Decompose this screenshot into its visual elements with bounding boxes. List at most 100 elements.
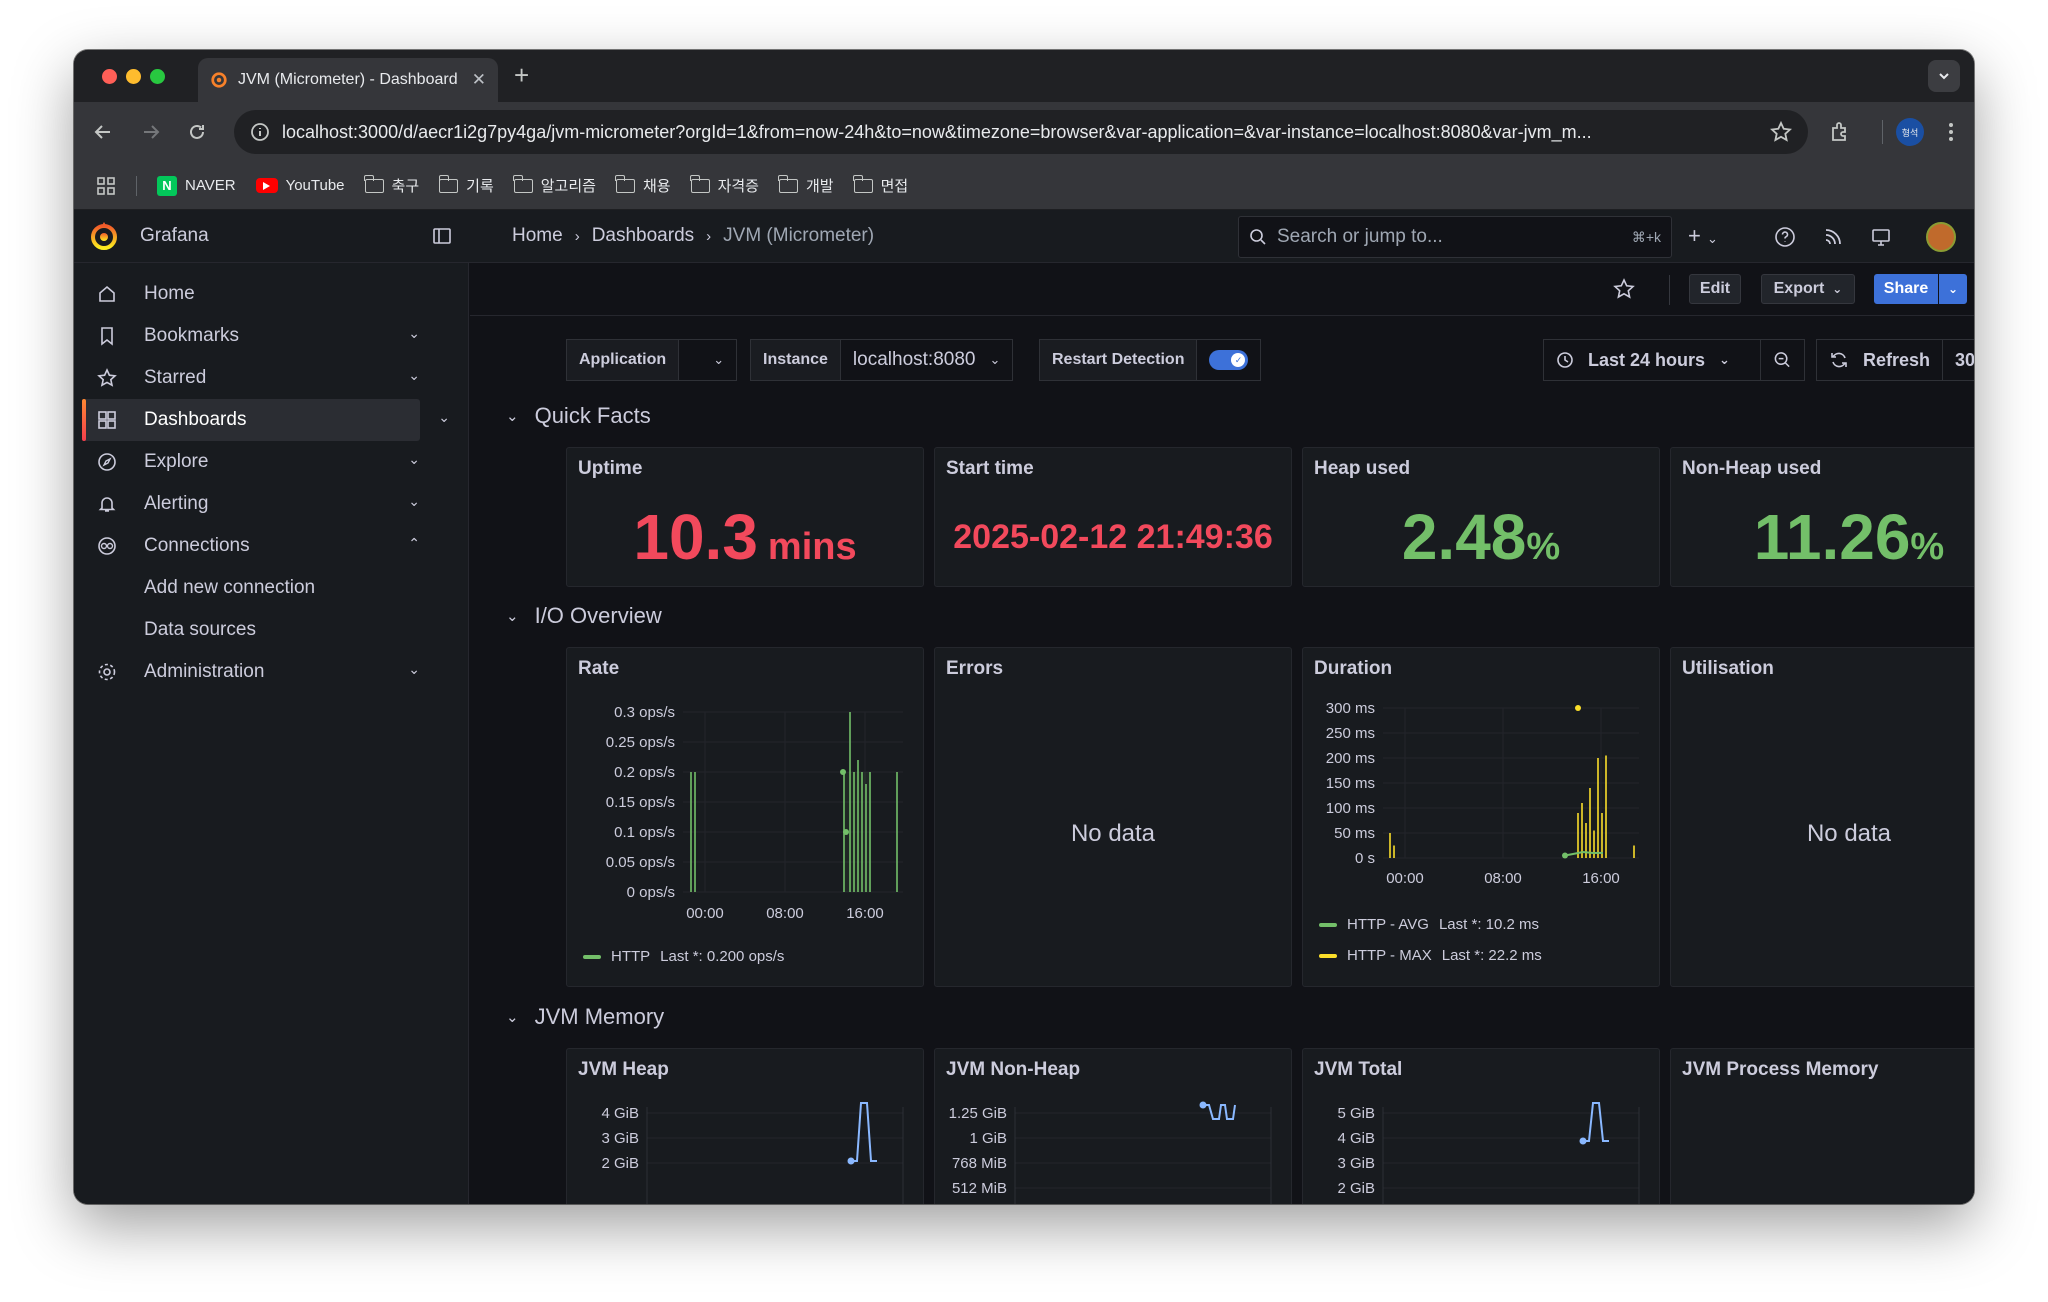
chevron-down-icon[interactable]: ⌄ — [408, 325, 420, 341]
back-arrow-icon[interactable] — [92, 121, 114, 143]
rate-chart[interactable]: 0 ops/s 0.05 ops/s 0.1 ops/s 0.15 ops/s 0.2 … — [567, 688, 924, 938]
breadcrumb-separator: › — [574, 227, 580, 245]
sidebar-item-data-sources[interactable]: Data sources — [82, 609, 420, 651]
search-input[interactable]: Search or jump to... ⌘+k — [1238, 216, 1672, 258]
chevron-down-icon[interactable]: ⌄ — [408, 451, 420, 467]
breadcrumb-dashboards[interactable]: Dashboards — [591, 225, 695, 246]
bookmark-folder-soccer[interactable]: 축구 — [363, 174, 419, 196]
chevron-down-icon[interactable]: ⌄ — [408, 367, 420, 383]
refresh-interval-select[interactable]: 30s ⌄ — [1943, 339, 1974, 381]
url-text[interactable]: localhost:3000/d/aecr1i2g7py4ga/jvm-micr… — [282, 121, 1592, 142]
jvm-non-heap-chart[interactable]: 1.25 GiB 1 GiB 768 MiB 512 MiB — [935, 1089, 1292, 1204]
grafana-brand[interactable]: Grafana — [140, 225, 209, 246]
chevron-down-icon[interactable]: ⌄ — [438, 409, 450, 425]
panel-start-time[interactable]: Start time 2025-02-12 21:49:36 — [934, 447, 1292, 587]
panel-non-heap-used[interactable]: Non-Heap used 11.26% — [1670, 447, 1974, 587]
panel-heap-used[interactable]: Heap used 2.48% — [1302, 447, 1660, 587]
new-button[interactable]: + ⌄ — [1688, 223, 1718, 248]
help-icon[interactable] — [1774, 226, 1796, 248]
sidebar-item-dashboards[interactable]: Dashboards ⌄ — [82, 399, 450, 441]
maximize-window-button[interactable] — [150, 69, 165, 84]
bookmark-folder-records[interactable]: 기록 — [438, 174, 494, 196]
browser-toolbar: localhost:3000/d/aecr1i2g7py4ga/jvm-micr… — [74, 102, 1974, 162]
series-line-memory — [851, 1102, 877, 1162]
panel-jvm-process-memory[interactable]: JVM Process Memory — [1670, 1048, 1974, 1204]
sidebar-item-explore[interactable]: Explore ⌄ — [82, 441, 420, 483]
panel-uptime[interactable]: Uptime 10.3 mins — [566, 447, 924, 587]
bookmark-folder-algorithm[interactable]: 알고리즘 — [513, 174, 596, 196]
bookmark-folder-certificate[interactable]: 자격증 — [689, 174, 759, 196]
sidebar-item-connections[interactable]: Connections ⌃ — [82, 525, 420, 567]
sidebar-item-administration[interactable]: Administration ⌄ — [82, 651, 420, 693]
bookmark-youtube[interactable]: YouTube — [255, 177, 345, 194]
panel-rate[interactable]: Rate 0 ops/s 0.05 ops/s 0.1 ops/s 0.15 ops/… — [566, 647, 924, 987]
duration-chart[interactable]: 0 s 50 ms 100 ms 150 ms 200 ms 250 ms 300 ms 00… — [1303, 688, 1660, 908]
row-quick-facts[interactable]: ⌄ Quick Facts — [506, 403, 651, 429]
legend-item-http-max[interactable]: HTTP - MAX Last *: 22.2 ms — [1319, 947, 1542, 964]
reload-icon[interactable] — [186, 121, 208, 143]
bookmark-folder-dev[interactable]: 개발 — [778, 174, 834, 196]
panel-utilisation[interactable]: Utilisation No data — [1670, 647, 1974, 987]
y-tick-label: 0 ops/s — [627, 884, 675, 901]
breadcrumb-home[interactable]: Home — [512, 225, 563, 246]
y-tick-label: 0.15 ops/s — [606, 794, 675, 811]
close-window-button[interactable] — [102, 69, 117, 84]
user-avatar[interactable] — [1926, 222, 1956, 252]
instance-select[interactable]: localhost:8080 ⌄ — [840, 339, 1014, 381]
kebab-menu-icon[interactable] — [1940, 121, 1962, 143]
apps-grid-icon[interactable] — [96, 176, 116, 196]
legend-item-http[interactable]: HTTP Last *: 0.200 ops/s — [583, 948, 784, 965]
sidebar-item-starred[interactable]: Starred ⌄ — [82, 357, 420, 399]
application-select[interactable]: ⌄ — [679, 339, 738, 381]
chevron-up-icon[interactable]: ⌃ — [408, 535, 420, 551]
bookmark-folder-interview[interactable]: 면접 — [852, 174, 908, 196]
row-io-overview[interactable]: ⌄ I/O Overview — [506, 603, 662, 629]
export-button[interactable]: Export ⌄ — [1761, 274, 1855, 304]
share-dropdown-button[interactable]: ⌄ — [1939, 274, 1967, 304]
share-button[interactable]: Share — [1874, 274, 1938, 304]
forward-arrow-icon[interactable] — [140, 121, 162, 143]
site-info-icon[interactable] — [250, 122, 270, 142]
sidebar-item-bookmarks[interactable]: Bookmarks ⌄ — [82, 315, 420, 357]
chevron-down-icon: ⌄ — [1947, 282, 1959, 296]
variable-application: Application ⌄ — [566, 339, 738, 381]
panel-jvm-non-heap[interactable]: JVM Non-Heap 1.25 GiB 1 GiB 768 MiB 512 MiB — [934, 1048, 1292, 1204]
chevron-down-icon[interactable]: ⌄ — [408, 493, 420, 509]
panel-jvm-heap[interactable]: JVM Heap 4 GiB 3 GiB 2 GiB — [566, 1048, 924, 1204]
time-range-button[interactable]: Last 24 hours ⌄ — [1543, 339, 1761, 381]
extensions-icon[interactable] — [1828, 120, 1852, 144]
edit-button[interactable]: Edit — [1689, 274, 1741, 304]
profile-avatar[interactable]: 형석 — [1896, 118, 1924, 146]
row-jvm-memory[interactable]: ⌄ JVM Memory — [506, 1004, 664, 1030]
legend-item-http-avg[interactable]: HTTP - AVG Last *: 10.2 ms — [1319, 916, 1539, 933]
panel-duration[interactable]: Duration 0 s 50 ms 100 ms 150 ms 200 ms 250 m… — [1302, 647, 1660, 987]
refresh-button[interactable]: Refresh — [1816, 339, 1944, 381]
zoom-out-button[interactable] — [1761, 339, 1805, 381]
jvm-heap-chart[interactable]: 4 GiB 3 GiB 2 GiB — [567, 1089, 924, 1204]
sidebar-item-add-new-connection[interactable]: Add new connection — [82, 567, 420, 609]
chevron-down-icon[interactable]: ⌄ — [408, 661, 420, 677]
folder-icon — [513, 174, 533, 193]
minimize-window-button[interactable] — [126, 69, 141, 84]
panel-jvm-total[interactable]: JVM Total 5 GiB 4 GiB 3 GiB 2 GiB — [1302, 1048, 1660, 1204]
bookmark-star-icon[interactable] — [1770, 121, 1792, 143]
restart-detection-toggle[interactable]: ✓ — [1209, 350, 1249, 370]
sidebar-item-label: Starred — [144, 367, 207, 388]
sidebar-item-home[interactable]: Home — [82, 273, 420, 315]
browser-tab[interactable]: JVM (Micrometer) - Dashboard ✕ — [198, 58, 498, 102]
grafana-logo-icon[interactable] — [88, 220, 120, 252]
tab-search-button[interactable] — [1928, 60, 1960, 92]
news-feed-icon[interactable] — [1822, 226, 1844, 248]
kiosk-mode-icon[interactable] — [1870, 226, 1892, 248]
bookmark-naver[interactable]: N NAVER — [157, 175, 236, 196]
bookmark-folder-hiring[interactable]: 채용 — [615, 174, 671, 196]
dock-menu-icon[interactable] — [432, 226, 452, 246]
jvm-total-chart[interactable]: 5 GiB 4 GiB 3 GiB 2 GiB — [1303, 1089, 1660, 1204]
close-tab-icon[interactable]: ✕ — [471, 70, 486, 89]
new-tab-button[interactable]: + — [514, 60, 530, 90]
star-dashboard-icon[interactable] — [1613, 278, 1635, 300]
panel-errors[interactable]: Errors No data — [934, 647, 1292, 987]
sidebar-item-alerting[interactable]: Alerting ⌄ — [82, 483, 420, 525]
youtube-icon — [255, 178, 278, 193]
address-bar[interactable]: localhost:3000/d/aecr1i2g7py4ga/jvm-micr… — [234, 110, 1808, 154]
